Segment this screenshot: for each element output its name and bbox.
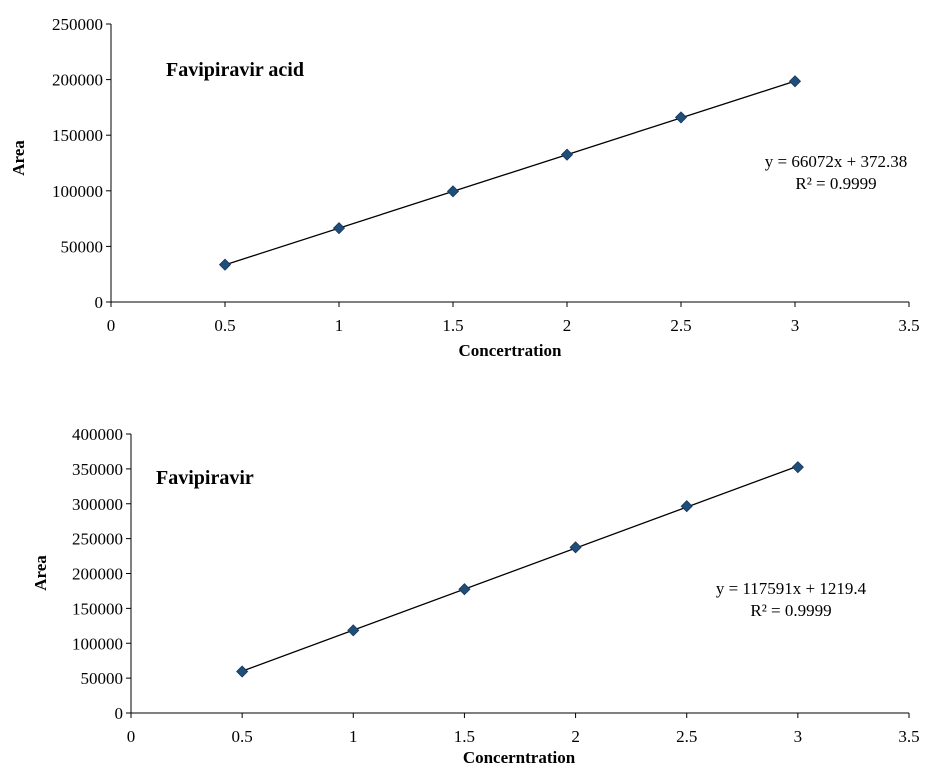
y-tick-label: 0	[115, 704, 124, 723]
y-tick-label: 0	[95, 293, 104, 312]
data-point	[458, 583, 471, 596]
x-tick-label: 1.5	[442, 316, 463, 335]
y-tick-label: 50000	[81, 669, 124, 688]
data-point	[236, 665, 249, 678]
chart-title: Favipiravir acid	[166, 59, 304, 81]
trendline-equation: y = 66072x + 372.38	[765, 152, 907, 171]
chart-favipiravir: Favipiravir y = 117591x + 1219.4 R² = 0.…	[31, 425, 920, 767]
trendline	[241, 465, 799, 672]
data-point	[791, 461, 804, 474]
x-tick-label: 3	[794, 727, 803, 746]
data-point	[788, 75, 802, 88]
x-tick-label: 3.5	[898, 727, 919, 746]
y-tick-label: 150000	[52, 126, 103, 145]
data-point	[680, 500, 693, 513]
x-tick-label: 1.5	[454, 727, 475, 746]
x-tick-label: 0	[127, 727, 136, 746]
data-point	[446, 185, 460, 198]
y-axis-title: Area	[9, 140, 28, 176]
data-point	[347, 624, 360, 637]
x-tick-label: 2.5	[676, 727, 697, 746]
y-tick-label: 400000	[72, 425, 123, 444]
y-tick-label: 200000	[72, 565, 123, 584]
x-tick-label: 3.5	[898, 316, 919, 335]
y-tick-label: 100000	[72, 634, 123, 653]
data-point	[332, 222, 346, 235]
y-axis-title: Area	[31, 555, 50, 591]
r-squared-label: R² = 0.9999	[795, 174, 876, 193]
y-tick-label: 150000	[72, 599, 123, 618]
x-tick-label: 0.5	[232, 727, 253, 746]
chart-favipiravir-acid: Favipiravir acid y = 66072x + 372.38 R² …	[9, 15, 920, 360]
x-tick-label: 3	[791, 316, 800, 335]
x-tick-label: 1	[349, 727, 358, 746]
r-squared-label: R² = 0.9999	[750, 601, 831, 620]
x-axis-title: Concertration	[459, 341, 562, 360]
y-tick-label: 350000	[72, 460, 123, 479]
x-tick-label: 1	[335, 316, 344, 335]
chart-title: Favipiravir	[156, 467, 254, 489]
x-tick-label: 0	[107, 316, 116, 335]
y-tick-label: 50000	[61, 237, 104, 256]
trendline-equation: y = 117591x + 1219.4	[716, 579, 867, 598]
x-tick-label: 2	[571, 727, 580, 746]
x-tick-label: 2	[563, 316, 572, 335]
trendline	[224, 80, 796, 266]
y-tick-label: 250000	[52, 15, 103, 34]
x-tick-label: 0.5	[214, 316, 235, 335]
data-point	[674, 111, 688, 124]
data-point	[560, 148, 574, 161]
y-tick-label: 200000	[52, 71, 103, 90]
data-point	[218, 258, 232, 271]
y-tick-label: 300000	[72, 495, 123, 514]
x-axis-title: Concerntration	[463, 748, 576, 767]
x-tick-label: 2.5	[670, 316, 691, 335]
y-tick-label: 100000	[52, 182, 103, 201]
y-tick-label: 250000	[72, 530, 123, 549]
data-point	[569, 541, 582, 554]
